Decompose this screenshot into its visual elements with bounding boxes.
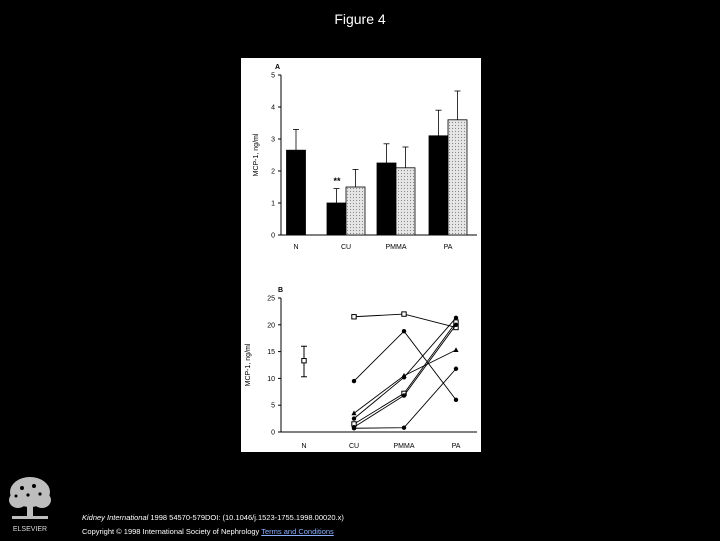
bar bbox=[395, 167, 416, 236]
data-point bbox=[351, 426, 357, 431]
x-tick-label: CU bbox=[341, 244, 351, 251]
data-point bbox=[351, 416, 357, 421]
x-tick-label: PMMA bbox=[394, 443, 415, 450]
y-tick-label: 0 bbox=[271, 233, 275, 240]
data-point bbox=[401, 329, 407, 334]
publisher-name: ELSEVIER bbox=[13, 526, 47, 533]
y-tick-label: 4 bbox=[271, 105, 275, 112]
copyright-text: Copyright © 1998 International Society o… bbox=[82, 527, 262, 536]
data-point bbox=[453, 315, 459, 321]
x-tick-label: PA bbox=[452, 443, 461, 450]
y-tick-label: 25 bbox=[267, 296, 275, 303]
figure-charts: A 0 1 2 3 4 5 MCP-1, ng/ml N CU PMMA PA ** B 0 5 10 15 20 2… bbox=[245, 64, 477, 450]
panel-label: B bbox=[278, 287, 283, 294]
y-tick-label: 0 bbox=[271, 430, 275, 437]
y-tick-label: 2 bbox=[271, 169, 275, 176]
series-line bbox=[353, 321, 457, 425]
data-point bbox=[351, 410, 357, 416]
data-point bbox=[351, 314, 357, 320]
data-point bbox=[351, 378, 357, 384]
bar bbox=[286, 149, 306, 236]
bar bbox=[376, 162, 397, 236]
y-tick-label: 15 bbox=[267, 349, 275, 356]
figure-title: Figure 4 bbox=[334, 11, 386, 27]
x-tick-label: N bbox=[293, 244, 298, 251]
bar bbox=[345, 186, 366, 236]
x-tick-label: N bbox=[301, 443, 306, 450]
y-tick-label: 20 bbox=[267, 322, 275, 329]
significance-annotation: ** bbox=[333, 176, 341, 186]
figure-panel: A 0 1 2 3 4 5 MCP-1, ng/ml N CU PMMA PA ** B 0 5 10 15 20 2… bbox=[241, 58, 481, 452]
line-chart-b: B 0 5 10 15 20 25 MCP-1, ng/ml N CU PMMA PA bbox=[245, 287, 477, 450]
bar-chart-a: A 0 1 2 3 4 5 MCP-1, ng/ml N CU PMMA PA ** bbox=[253, 64, 477, 251]
data-point bbox=[453, 347, 459, 352]
series-line bbox=[353, 330, 457, 401]
data-point bbox=[453, 322, 459, 327]
series-line bbox=[353, 349, 457, 414]
bar bbox=[428, 135, 449, 236]
data-point bbox=[453, 397, 459, 403]
data-point bbox=[401, 311, 407, 317]
y-tick-label: 3 bbox=[271, 137, 275, 144]
n-mean-point bbox=[301, 358, 307, 364]
x-tick-label: PA bbox=[444, 244, 453, 251]
copyright-line: Copyright © 1998 International Society o… bbox=[82, 527, 334, 536]
terms-and-conditions-link[interactable]: Terms and Conditions bbox=[261, 527, 334, 536]
x-tick-label: PMMA bbox=[386, 244, 407, 251]
y-axis-label: MCP-1, ng/ml bbox=[245, 343, 252, 386]
panel-label: A bbox=[275, 64, 280, 71]
y-tick-label: 1 bbox=[271, 201, 275, 208]
y-tick-label: 10 bbox=[267, 376, 275, 383]
x-tick-label: CU bbox=[349, 443, 359, 450]
citation-text: 1998 54570-579DOI: (10.1046/j.1523-1755.… bbox=[148, 513, 344, 522]
y-tick-label: 5 bbox=[271, 403, 275, 410]
y-axis-label: MCP-1, ng/ml bbox=[253, 133, 260, 176]
y-tick-label: 5 bbox=[271, 73, 275, 80]
data-point bbox=[401, 393, 407, 398]
bar bbox=[447, 119, 468, 236]
data-point bbox=[453, 366, 459, 371]
elsevier-logo: ELSEVIER bbox=[6, 474, 54, 536]
journal-name: Kidney International bbox=[82, 513, 149, 522]
data-point bbox=[401, 375, 407, 380]
citation-line: Kidney International 1998 54570-579DOI: … bbox=[82, 513, 344, 522]
data-point bbox=[401, 425, 407, 430]
bar bbox=[326, 202, 347, 236]
